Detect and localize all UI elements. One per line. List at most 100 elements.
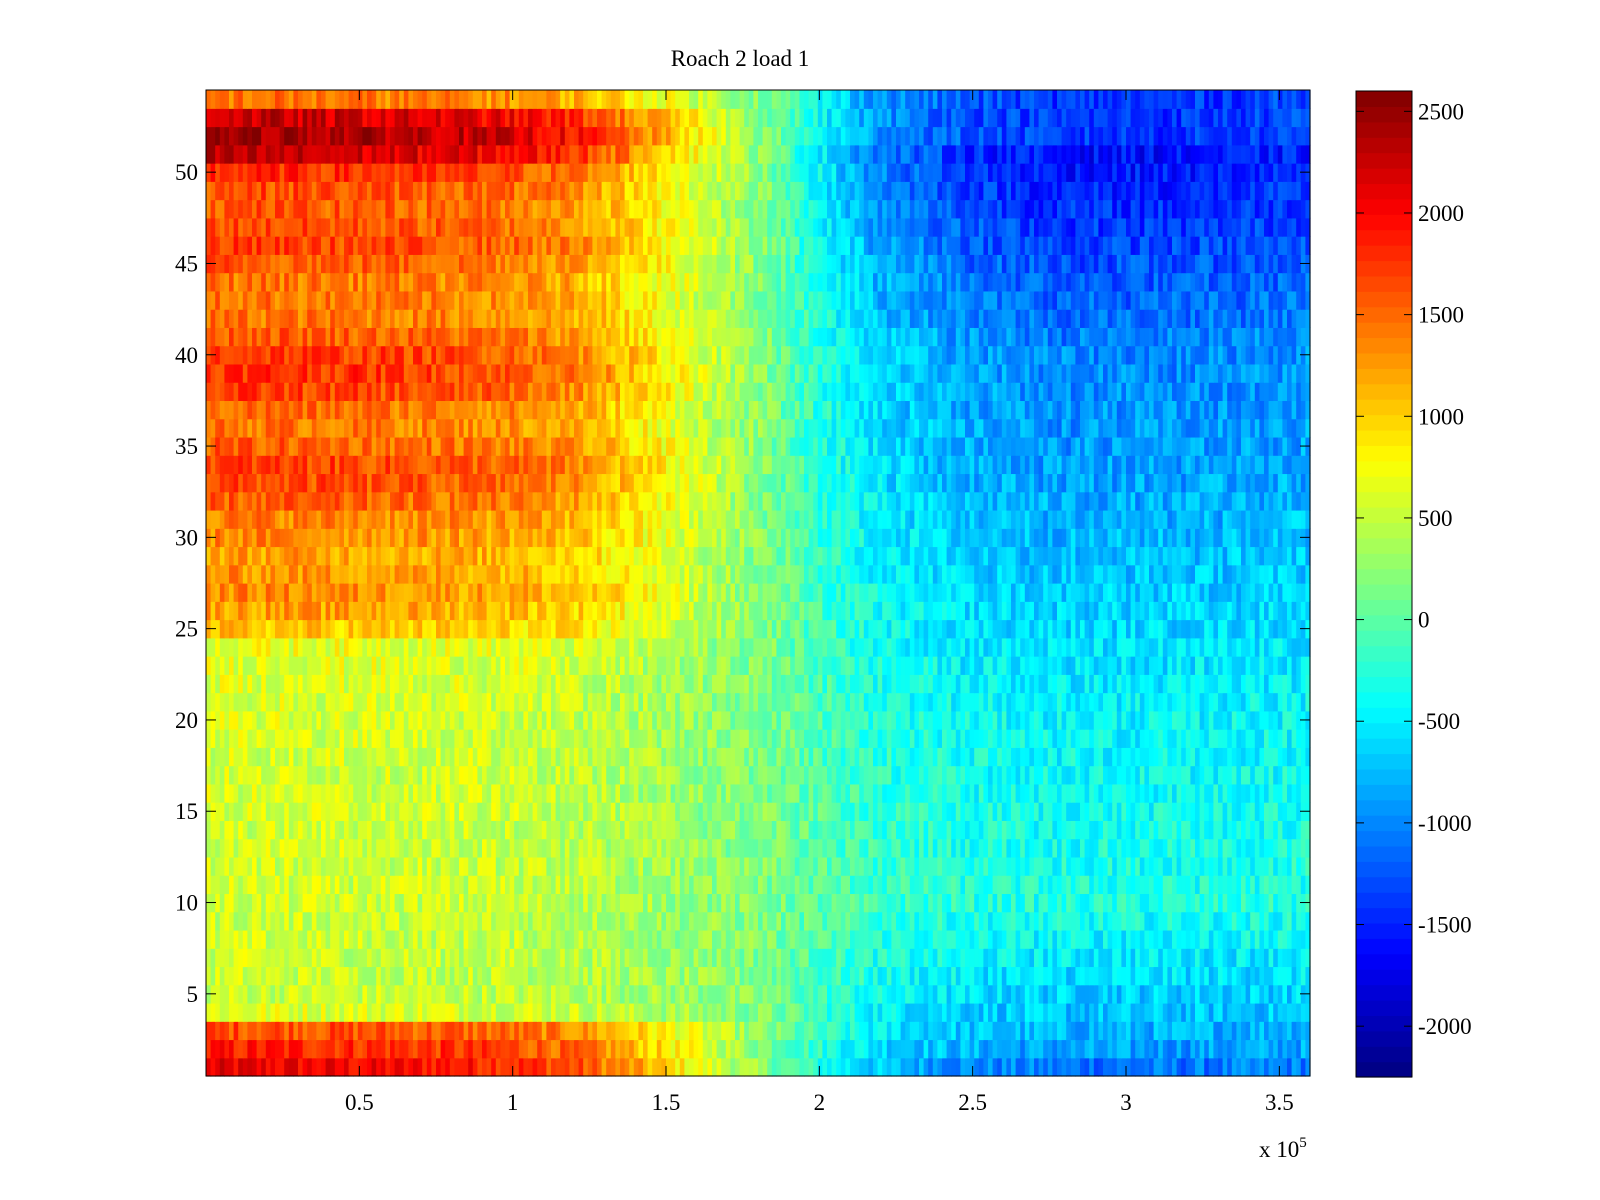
heatmap-cell (1121, 765, 1127, 785)
heatmap-cell (1172, 747, 1178, 767)
heatmap-cell (656, 838, 662, 858)
heatmap-cell (1300, 747, 1306, 767)
heatmap-cell (652, 929, 658, 949)
heatmap-cell (845, 783, 851, 803)
heatmap-cell (960, 1021, 966, 1041)
heatmap-cell (1080, 820, 1086, 840)
heatmap-cell (730, 692, 736, 712)
heatmap-cell (436, 893, 442, 913)
heatmap-cell (955, 729, 961, 748)
heatmap-cell (1296, 802, 1302, 821)
heatmap-cell (436, 692, 442, 712)
heatmap-cell (482, 966, 488, 986)
heatmap-cell (1038, 820, 1044, 840)
heatmap-cell (500, 948, 506, 968)
heatmap-cell (394, 838, 400, 858)
heatmap-cell (270, 838, 276, 858)
heatmap-cell (371, 856, 377, 876)
heatmap-cell (845, 856, 851, 876)
heatmap-cell (877, 1039, 883, 1059)
heatmap-cell (344, 856, 350, 876)
heatmap-cell (348, 875, 354, 895)
heatmap-cell (1273, 875, 1279, 895)
heatmap-cell (817, 856, 823, 876)
heatmap-cell (1098, 729, 1104, 748)
heatmap-cell (1167, 838, 1173, 858)
heatmap-cell (592, 984, 598, 1004)
heatmap-cell (1144, 747, 1150, 767)
heatmap-cell (877, 820, 883, 840)
heatmap-cell (1254, 1057, 1260, 1077)
heatmap-cell (1199, 875, 1205, 895)
heatmap-cell (859, 856, 865, 876)
heatmap-cell (238, 692, 244, 712)
heatmap-cell (758, 802, 764, 821)
heatmap-cell (813, 838, 819, 858)
heatmap-cell (955, 911, 961, 931)
heatmap-cell (1204, 710, 1210, 730)
heatmap-cell (638, 838, 644, 858)
heatmap-cell (357, 893, 363, 913)
heatmap-cell (491, 838, 497, 858)
heatmap-cell (1185, 838, 1191, 858)
heatmap-cell (1080, 729, 1086, 748)
heatmap-cell (509, 710, 515, 730)
heatmap-cell (1015, 838, 1021, 858)
heatmap-cell (1208, 729, 1214, 748)
heatmap-cell (739, 966, 745, 986)
heatmap-cell (1075, 875, 1081, 895)
heatmap-cell (670, 984, 676, 1004)
heatmap-cell (946, 838, 952, 858)
heatmap-cell (265, 875, 271, 895)
heatmap-cell (316, 875, 322, 895)
heatmap-cell (514, 1057, 520, 1077)
heatmap-cell (307, 729, 313, 748)
heatmap-cell (537, 893, 543, 913)
heatmap-cell (942, 820, 948, 840)
heatmap-cell (491, 765, 497, 785)
heatmap-cell (229, 966, 235, 986)
heatmap-cell (919, 802, 925, 821)
heatmap-cell (210, 948, 216, 968)
heatmap-cell (1162, 783, 1168, 803)
heatmap-cell (684, 911, 690, 931)
heatmap-cell (744, 966, 750, 986)
heatmap-cell (362, 729, 368, 748)
heatmap-cell (486, 729, 492, 748)
heatmap-cell (321, 1057, 327, 1077)
heatmap-cell (1075, 820, 1081, 840)
heatmap-cell (293, 893, 299, 913)
heatmap-cell (445, 1057, 451, 1077)
heatmap-cell (891, 802, 897, 821)
heatmap-cell (357, 729, 363, 748)
heatmap-cell (955, 765, 961, 785)
heatmap-cell (307, 911, 313, 931)
heatmap-cell (472, 1057, 478, 1077)
heatmap-cell (647, 747, 653, 767)
heatmap-cell (219, 747, 225, 767)
heatmap-cell (325, 783, 331, 803)
heatmap-cell (873, 692, 879, 712)
heatmap-cell (261, 1057, 267, 1077)
heatmap-cell (1043, 893, 1049, 913)
heatmap-cell (785, 1021, 791, 1041)
heatmap-cell (284, 856, 290, 876)
heatmap-cell (808, 1057, 814, 1077)
heatmap-cell (923, 856, 929, 876)
heatmap-cell (1185, 747, 1191, 767)
heatmap-cell (560, 911, 566, 931)
heatmap-cell (693, 875, 699, 895)
heatmap-cell (394, 893, 400, 913)
heatmap-cell (574, 966, 580, 986)
heatmap-cell (1080, 838, 1086, 858)
heatmap-cell (399, 729, 405, 748)
heatmap-cell (1057, 783, 1063, 803)
heatmap-cell (661, 838, 667, 858)
heatmap-cell (1011, 783, 1017, 803)
heatmap-cell (951, 948, 957, 968)
heatmap-cell (1029, 765, 1035, 785)
heatmap-cell (505, 765, 511, 785)
heatmap-cell (417, 929, 423, 949)
heatmap-cell (1135, 856, 1141, 876)
heatmap-cell (1084, 802, 1090, 821)
